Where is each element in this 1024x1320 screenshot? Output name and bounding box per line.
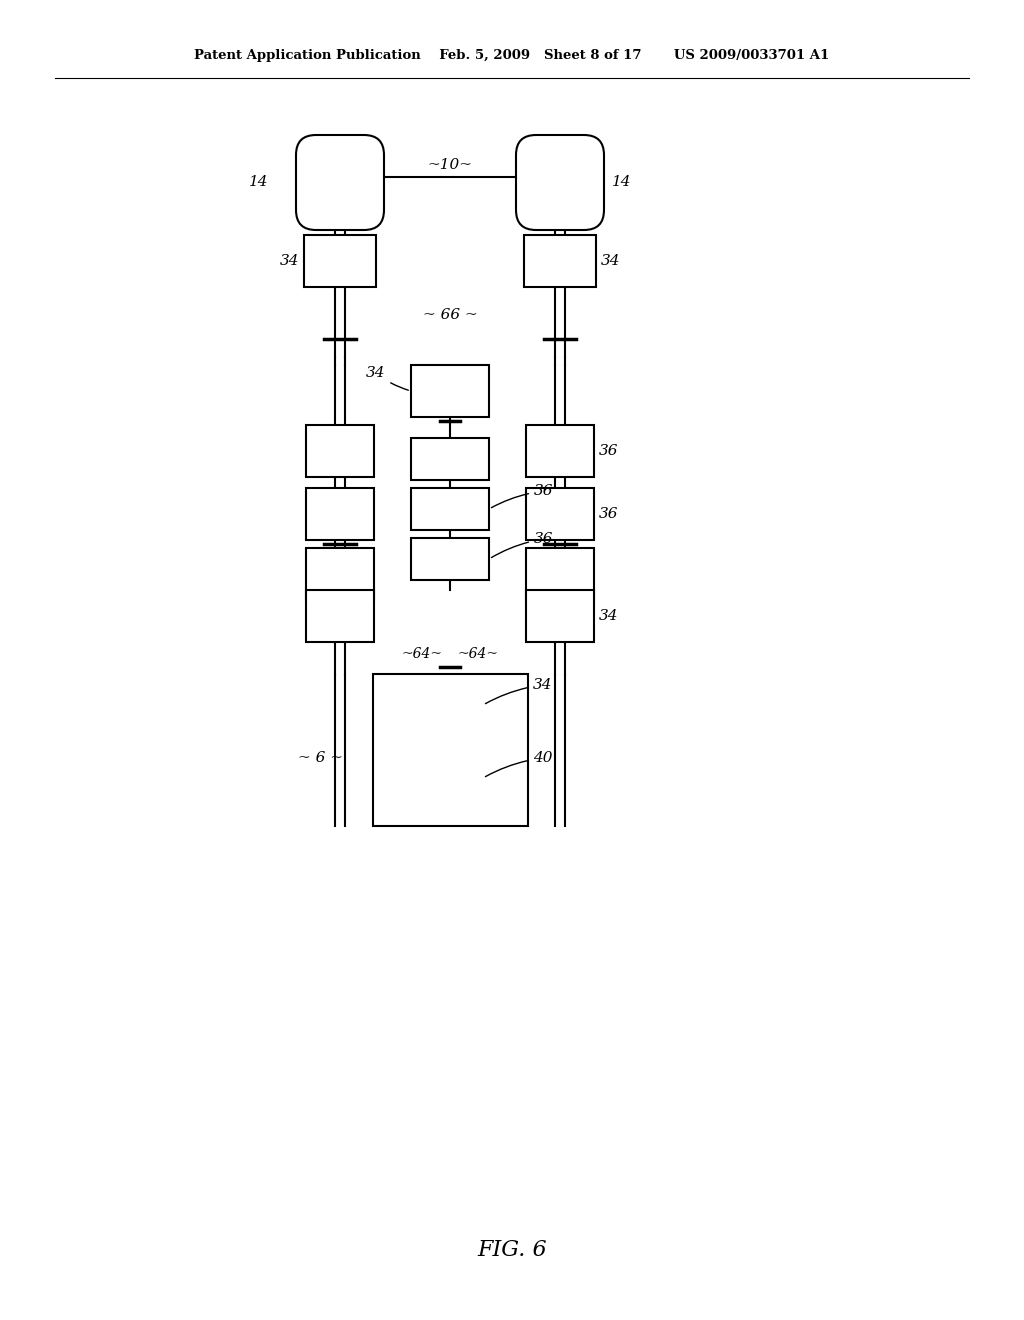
Text: 34: 34 (599, 609, 618, 623)
Text: 36: 36 (492, 484, 554, 508)
Bar (524, 235, 596, 286)
Text: ~10~: ~10~ (427, 158, 472, 172)
Bar (526, 590, 594, 642)
Text: 36: 36 (599, 507, 618, 521)
Text: ~64~: ~64~ (458, 647, 499, 661)
Bar (306, 548, 374, 601)
Text: 14: 14 (612, 176, 632, 189)
Bar (526, 548, 594, 601)
Text: ~ 66 ~: ~ 66 ~ (423, 308, 477, 322)
Text: 40: 40 (485, 751, 553, 776)
Bar (306, 425, 374, 477)
Text: 34: 34 (485, 678, 553, 704)
Text: 34: 34 (366, 366, 409, 391)
FancyBboxPatch shape (296, 135, 384, 230)
Bar (306, 488, 374, 540)
Bar (411, 438, 489, 480)
Text: ~64~: ~64~ (401, 647, 442, 661)
Bar (411, 539, 489, 579)
FancyBboxPatch shape (418, 737, 483, 821)
Bar (411, 366, 489, 417)
Bar (526, 425, 594, 477)
Text: ~ 6 ~: ~ 6 ~ (298, 751, 343, 766)
Bar (373, 675, 528, 826)
Text: 34: 34 (601, 253, 621, 268)
Text: Patent Application Publication    Feb. 5, 2009   Sheet 8 of 17       US 2009/003: Patent Application Publication Feb. 5, 2… (195, 49, 829, 62)
Text: 34: 34 (280, 253, 299, 268)
Text: 36: 36 (599, 444, 618, 458)
Text: 36: 36 (492, 532, 554, 557)
Text: 14: 14 (249, 176, 268, 189)
Bar (411, 488, 489, 531)
Bar (526, 488, 594, 540)
Bar (306, 590, 374, 642)
FancyBboxPatch shape (516, 135, 604, 230)
Bar (418, 678, 483, 731)
Bar (304, 235, 376, 286)
Text: FIG. 6: FIG. 6 (477, 1239, 547, 1261)
